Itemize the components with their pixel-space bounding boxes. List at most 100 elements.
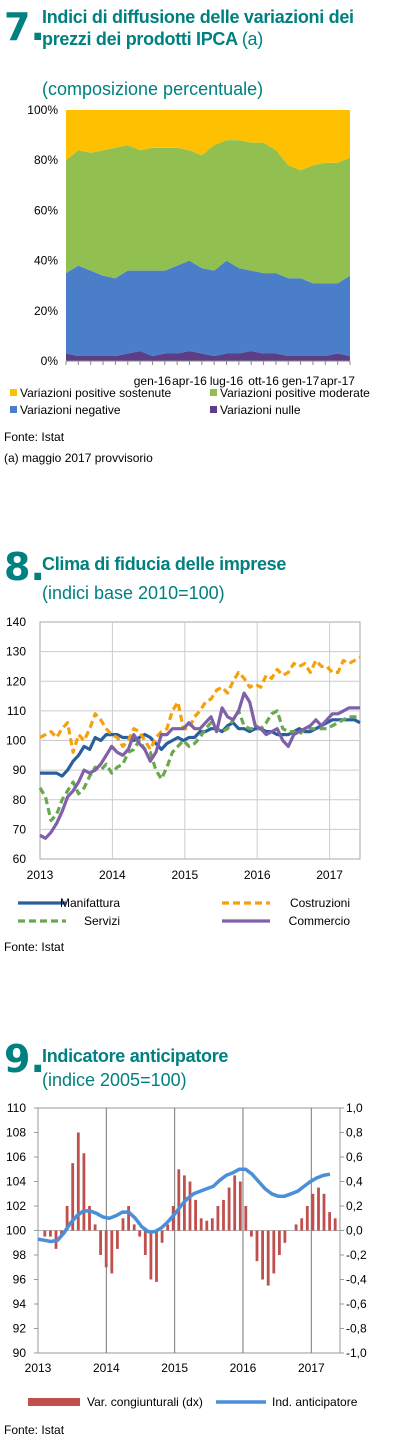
legend-swatch	[210, 389, 217, 396]
legend-swatch	[10, 406, 17, 413]
y-left-tick-label: 108	[6, 1126, 26, 1140]
y-tick-label: 110	[7, 704, 26, 718]
y-tick-label: 100	[6, 734, 26, 748]
bar	[227, 1187, 231, 1231]
source-note: Fonte: Istat	[4, 940, 65, 954]
bar	[93, 1224, 97, 1231]
legend-label: Variazioni positive moderate	[220, 386, 370, 400]
bar	[322, 1193, 326, 1231]
bar	[266, 1230, 270, 1286]
bar	[99, 1230, 102, 1255]
bar	[76, 1132, 80, 1231]
y-left-tick-label: 102	[6, 1199, 26, 1213]
bar	[255, 1230, 259, 1262]
bar	[216, 1206, 220, 1231]
chart-subtitle: (indice 2005=100)	[42, 1070, 187, 1090]
y-right-tick-label: 1,0	[346, 1101, 363, 1115]
y-right-tick-label: 0,6	[346, 1150, 363, 1164]
y-tick-label: 40%	[34, 254, 58, 268]
bar	[49, 1230, 52, 1237]
chart-title-note: (a)	[241, 29, 263, 49]
x-tick-label: apr-16	[172, 374, 207, 388]
bar	[104, 1230, 108, 1268]
bar	[160, 1230, 164, 1243]
legend-label: Servizi	[84, 914, 120, 928]
bar	[110, 1230, 114, 1274]
footnote: (a) maggio 2017 provvisorio	[4, 451, 153, 465]
y-left-tick-label: 98	[13, 1248, 27, 1262]
x-tick-label: lug-16	[210, 374, 244, 388]
x-tick-label: 2017	[298, 1361, 325, 1375]
y-right-tick-label: -1,0	[346, 1346, 367, 1360]
figure-number: 7.	[4, 5, 45, 49]
bar	[233, 1175, 237, 1231]
bar	[88, 1206, 91, 1231]
y-tick-label: 60%	[34, 203, 58, 217]
y-right-tick-label: -0,6	[346, 1297, 367, 1311]
bar	[317, 1187, 320, 1231]
y-left-tick-label: 92	[13, 1322, 27, 1336]
bar	[278, 1230, 281, 1255]
chart-title-text: Indici di diffusione delle variazioni de…	[42, 7, 354, 49]
y-tick-label: 120	[6, 674, 26, 688]
y-left-tick-label: 104	[6, 1175, 26, 1189]
y-right-tick-label: -0,4	[346, 1273, 367, 1287]
area-series	[66, 260, 350, 356]
y-tick-label: 80	[13, 793, 27, 807]
y-tick-label: 140	[6, 615, 26, 629]
y-left-tick-label: 96	[13, 1273, 27, 1287]
legend-label: Variazioni positive sostenute	[20, 386, 172, 400]
bar	[188, 1181, 192, 1231]
y-right-tick-label: 0,8	[346, 1126, 363, 1140]
chart-title: Indicatore anticipatore	[42, 1046, 229, 1066]
x-tick-label: 2013	[27, 868, 54, 882]
y-right-tick-label: 0,2	[346, 1199, 363, 1213]
y-left-tick-label: 100	[6, 1224, 26, 1238]
area-series	[66, 351, 350, 361]
source-note: Fonte: Istat	[4, 430, 65, 444]
y-right-tick-label: 0,4	[346, 1175, 363, 1189]
x-tick-label: 2015	[161, 1361, 188, 1375]
bar	[294, 1224, 298, 1231]
chart-subtitle: (indici base 2010=100)	[42, 583, 225, 603]
legend-label: Variazioni nulle	[220, 403, 301, 417]
area-series	[66, 110, 350, 171]
bar	[132, 1224, 136, 1231]
y-right-tick-label: 0,0	[346, 1224, 363, 1238]
x-tick-label: apr-17	[320, 374, 355, 388]
legend-swatch	[10, 389, 17, 396]
y-tick-label: 70	[13, 822, 27, 836]
legend-label: Ind. anticipatore	[272, 1395, 358, 1409]
line-series	[40, 718, 361, 778]
legend-swatch	[28, 1398, 80, 1406]
y-tick-label: 60	[13, 852, 27, 866]
bar	[177, 1169, 181, 1231]
x-tick-label: 2013	[25, 1361, 52, 1375]
y-tick-label: 90	[13, 763, 27, 777]
y-tick-label: 0%	[41, 354, 59, 368]
chart-title: Indici di diffusione delle variazioni de…	[42, 6, 392, 50]
legend-swatch	[210, 406, 217, 413]
y-tick-label: 80%	[34, 153, 58, 167]
bar	[210, 1218, 214, 1231]
figure-7: 7. Indici di diffusione delle variazioni…	[0, 0, 400, 475]
x-tick-label: gen-16	[134, 374, 172, 388]
bar	[205, 1220, 209, 1231]
legend-label: Commercio	[289, 914, 351, 928]
y-tick-label: 20%	[34, 304, 58, 318]
y-left-tick-label: 94	[13, 1297, 27, 1311]
chart-area-7: 0% 20% 40% 60% 80% 100% gen-16 apr-16 lug-16 ott-…	[10, 103, 370, 417]
bar	[328, 1212, 331, 1231]
bar	[194, 1199, 197, 1231]
bar	[311, 1193, 315, 1231]
bar	[244, 1206, 248, 1231]
y-right-tick-label: -0,2	[346, 1248, 367, 1262]
x-tick-label: gen-17	[282, 374, 320, 388]
x-tick-label: ott-16	[248, 374, 279, 388]
bar	[300, 1218, 304, 1231]
x-tick-label: 2014	[99, 868, 126, 882]
legend-label: Var. congiunturali (dx)	[87, 1395, 203, 1409]
figure-9: 9. Indicatore anticipatore (indice 2005=…	[0, 1030, 400, 1439]
x-tick-label: 2014	[93, 1361, 120, 1375]
y-left-tick-label: 106	[6, 1150, 26, 1164]
